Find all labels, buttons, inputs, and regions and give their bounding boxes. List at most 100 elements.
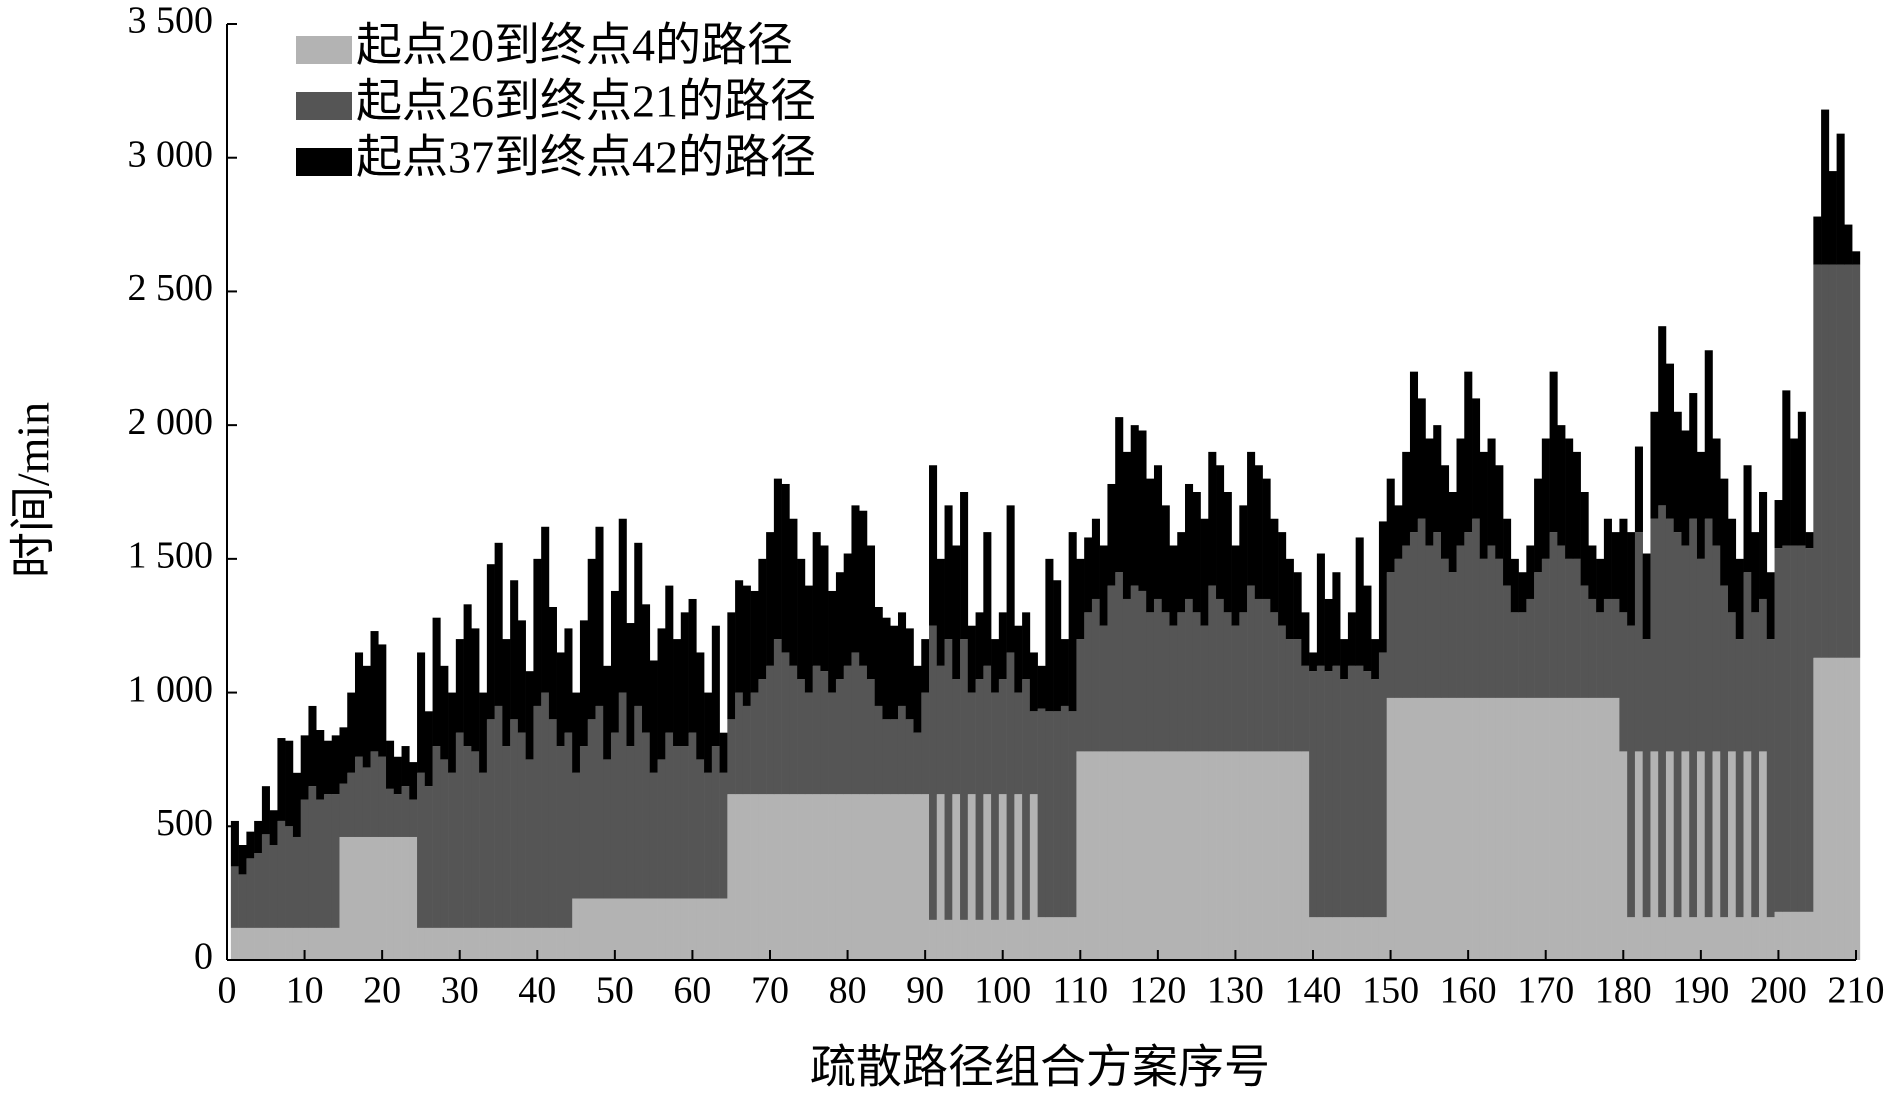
x-tick-label: 30 [441,970,479,1012]
bar-segment [417,927,426,960]
bar-segment [1603,598,1612,698]
bar-segment [696,652,705,760]
bar-segment [750,794,759,960]
bar-segment [649,660,658,773]
bar-segment [1448,697,1457,960]
bar-segment [843,794,852,960]
bar-segment [882,794,891,960]
bar-segment [1076,751,1085,960]
bar-segment [1805,532,1814,549]
bar-segment [1223,612,1232,752]
bar-segment [789,518,798,666]
bar-segment [354,756,364,837]
bar-segment [1665,518,1675,752]
bar-segment [1309,917,1318,960]
bar-segment [587,719,596,899]
bar-segment [1037,917,1046,960]
legend-swatch [296,148,352,176]
bar-segment [913,665,922,733]
bar-segment [1340,679,1349,918]
bar-segment [1169,751,1178,960]
bar-segment [603,898,612,960]
bar-segment [1122,451,1132,599]
bar-segment [1790,438,1799,546]
x-tick-label: 80 [829,970,867,1012]
bar-segment [1720,917,1729,960]
bar-segment [1146,478,1155,613]
bar-segment [1557,425,1566,546]
bar-segment [1053,917,1062,960]
bar-segment [1782,911,1791,960]
bar-segment [370,631,379,752]
bar-segment [1526,598,1535,698]
bar-segment [1611,697,1620,960]
bar-segment [1440,558,1450,698]
bar-segment [564,732,573,928]
bar-segment [246,927,255,960]
bar-segment [1751,917,1760,960]
bar-segment [486,719,495,928]
bar-segment [261,786,270,835]
bar-segment [393,836,402,960]
bar-segment [1759,598,1768,752]
bar-segment [1347,917,1356,960]
bar-segment [517,927,526,960]
bar-segment [463,927,472,960]
bar-segment [261,834,270,928]
bar-segment [378,644,387,757]
bar-segment [688,898,697,960]
bar-segment [595,526,604,706]
bar-segment [618,898,627,960]
bar-segment [238,845,247,875]
bar-segment [533,927,542,960]
bar-segment [758,558,767,680]
bar-segment [1464,697,1473,960]
bar-segment [1037,708,1046,918]
bar-segment [1479,558,1488,698]
bar-segment [525,759,534,928]
bar-segment [1665,751,1675,960]
bar-segment [1487,545,1496,698]
bar-segment [1316,917,1325,960]
bar-segment [975,612,984,680]
bar-segment [1503,697,1512,960]
bar-segment [1231,751,1240,960]
bar-segment [510,927,519,960]
bar-segment [1813,657,1822,960]
bar-segment [1200,518,1209,626]
bar-segment [323,794,333,928]
bar-segment [711,898,720,960]
bar-segment [1658,917,1667,960]
bar-segment [1464,532,1473,698]
bar-segment [626,746,635,899]
bar-segment [1316,553,1325,666]
bar-segment [704,692,713,773]
bar-segment [1091,518,1100,599]
bar-segment [1200,625,1209,752]
bar-segment [967,692,976,795]
bar-segment [1440,465,1450,559]
bar-segment [1650,751,1659,960]
x-tick-label: 50 [596,970,634,1012]
bar-segment [533,558,542,706]
bar-segment [354,652,364,757]
bar-segment [1572,451,1581,559]
bar-segment [1378,521,1387,653]
bar-segment [1130,585,1139,752]
bar-segment [1549,697,1558,960]
bar-segment [1634,751,1643,960]
bar-segment [1797,545,1806,912]
bar-segment [936,558,945,666]
bar-segment [1169,545,1178,626]
bar-segment [820,671,829,795]
bar-segment [1138,590,1147,752]
bar-segment [1239,505,1248,613]
bar-segment [347,836,356,960]
bar-segment [603,759,612,899]
bar-segment [1138,751,1147,960]
bar-segment [1720,585,1729,918]
bar-segment [665,732,674,899]
bar-segment [704,772,713,899]
bar-segment [610,898,620,960]
bar-segment [1247,585,1256,752]
